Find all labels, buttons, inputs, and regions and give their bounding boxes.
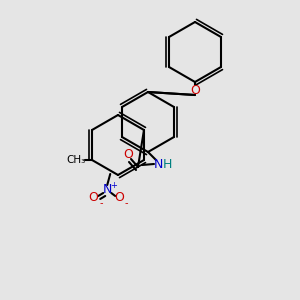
Text: O: O (123, 148, 133, 161)
Text: -: - (124, 198, 128, 208)
Text: O: O (190, 83, 200, 97)
Text: N: N (153, 158, 163, 170)
Text: N: N (103, 184, 112, 196)
Text: -: - (100, 198, 103, 208)
Text: O: O (88, 191, 98, 205)
Text: H: H (162, 158, 172, 170)
Text: O: O (114, 191, 124, 205)
Text: +: + (110, 182, 117, 190)
Text: CH₃: CH₃ (66, 155, 85, 165)
